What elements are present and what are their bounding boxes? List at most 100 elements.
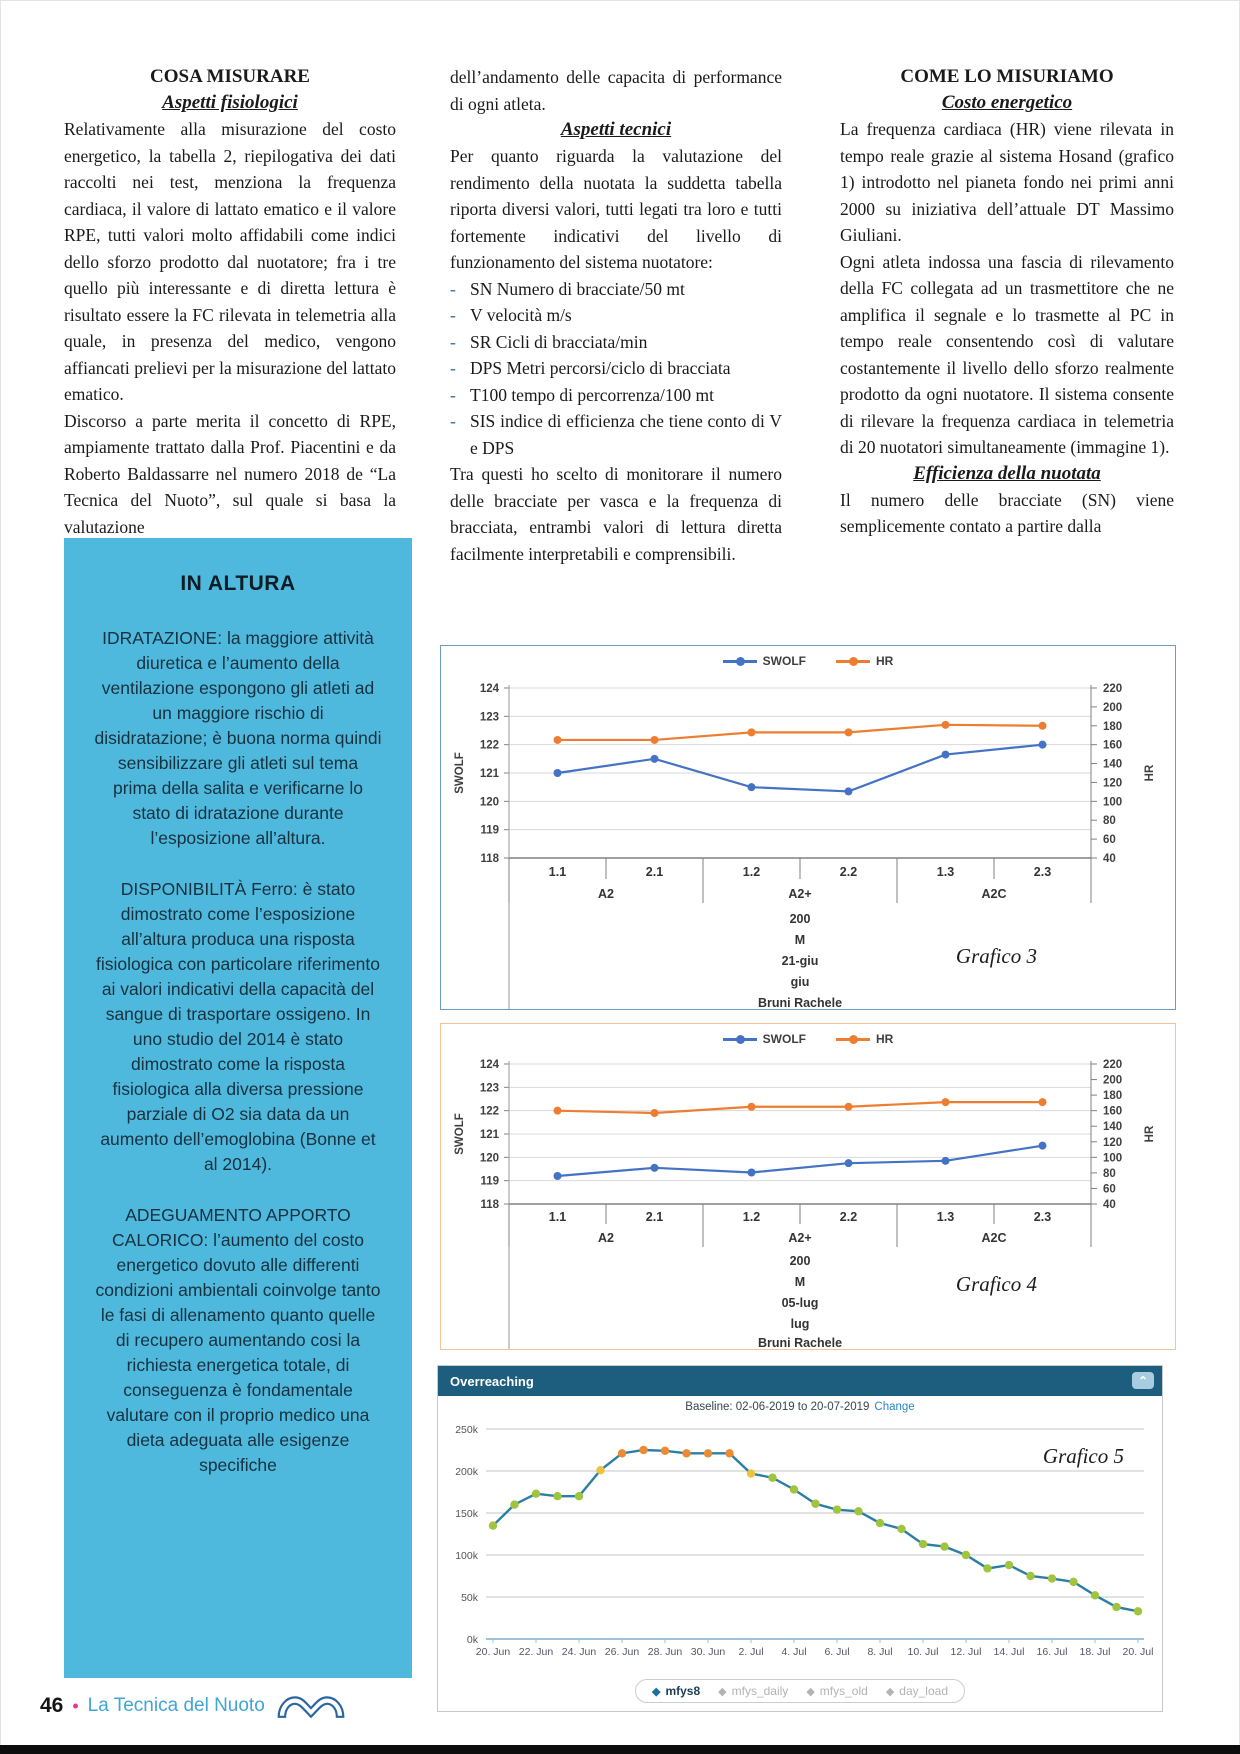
hr-line-marker-icon [835,656,870,666]
svg-text:0k: 0k [467,1634,479,1646]
svg-text:HR: HR [1144,1125,1156,1142]
panel-title: Overreaching [450,1373,534,1389]
svg-text:60: 60 [1103,1183,1116,1195]
svg-text:1.1: 1.1 [549,865,566,879]
svg-text:200: 200 [790,912,811,926]
legend-label: day_load [899,1684,948,1698]
subheading-aspetti-fisiologici: Aspetti fisiologici [162,92,298,113]
dash-bullet: - [450,278,456,299]
svg-text:123: 123 [480,711,499,723]
dash-bullet: - [450,384,456,405]
svg-text:26. Jun: 26. Jun [605,1646,640,1658]
footer-separator: • [72,1695,79,1716]
page-number: 46 [40,1694,64,1717]
legend-item-mfys8[interactable]: ◆ mfys8 [652,1684,700,1698]
svg-text:122: 122 [480,1106,499,1118]
legend-label: mfys8 [665,1684,701,1698]
svg-text:121: 121 [480,1129,500,1141]
svg-text:SWOLF: SWOLF [454,1113,466,1155]
collapse-icon[interactable]: ⌃ [1132,1372,1154,1389]
paragraph: Tra questi ho scelto di monitorare il nu… [450,464,782,564]
column-left: COSA MISURARE Aspetti fisiologici Relati… [64,64,396,540]
swolf-hr-plot: 124 123 122 121 120 119 118 220 200 180 160 140 120 1… [454,683,1156,1009]
magazine-name: La Tecnica del Nuoto [87,1695,265,1716]
svg-text:2. Jul: 2. Jul [738,1646,763,1658]
paragraph: La frequenza cardiaca (HR) viene rilevat… [840,119,1174,245]
section-heading-come-lo-misuriamo: COME LO MISURIAMO [900,66,1114,87]
svg-text:12. Jul: 12. Jul [951,1646,982,1658]
subheading-aspetti-tecnici: Aspetti tecnici [560,119,672,140]
legend-item-swolf: SWOLF [722,654,806,668]
svg-text:120: 120 [480,1152,499,1164]
svg-text:30. Jun: 30. Jun [691,1646,726,1658]
svg-text:120: 120 [1103,1137,1122,1149]
svg-text:Bruni Rachele: Bruni Rachele [758,996,842,1009]
svg-text:100k: 100k [455,1550,479,1562]
legend-item-day_load[interactable]: ◆ day_load [886,1684,948,1698]
baseline-row: Baseline: 02-06-2019 to 20-07-2019 Change [438,1396,1162,1423]
svg-text:220: 220 [1103,1059,1122,1071]
swolf-hr-plot: 124 123 122 121 120 119 118 220 200 180 160 140 120 1… [454,1059,1156,1349]
svg-text:A2+: A2+ [788,887,811,901]
svg-text:200: 200 [790,1254,811,1268]
legend-item-mfys_daily[interactable]: ◆ mfys_daily [718,1684,788,1698]
svg-text:28. Jun: 28. Jun [648,1646,683,1658]
box-title: IN ALTURA [180,572,296,595]
svg-text:HR: HR [1144,764,1156,781]
baseline-label: Baseline: 02-06-2019 to 20-07-2019 [685,1401,870,1413]
svg-text:M: M [795,933,805,947]
legend-item-mfys_old[interactable]: ◆ mfys_old [806,1684,868,1698]
column-middle: dell’andamento delle capacita di perform… [450,64,782,567]
svg-text:20. Jun: 20. Jun [476,1646,511,1658]
svg-text:SWOLF: SWOLF [454,752,466,794]
svg-text:220: 220 [1103,683,1122,695]
svg-text:14. Jul: 14. Jul [994,1646,1025,1658]
series-marker-icon: ◆ [806,1685,815,1698]
paragraph: Discorso a parte merita il concetto di R… [64,410,396,537]
svg-text:200k: 200k [455,1466,479,1478]
svg-text:20. Jul: 20. Jul [1123,1646,1154,1658]
svg-text:A2C: A2C [981,1231,1006,1245]
svg-text:A2C: A2C [981,887,1006,901]
series-marker-icon: ◆ [718,1685,727,1698]
svg-text:80: 80 [1103,1168,1116,1180]
svg-text:05-lug: 05-lug [782,1296,819,1310]
svg-text:140: 140 [1103,1121,1122,1133]
svg-text:4. Jul: 4. Jul [781,1646,806,1658]
svg-text:16. Jul: 16. Jul [1037,1646,1068,1658]
svg-text:160: 160 [1103,1106,1122,1118]
svg-text:6. Jul: 6. Jul [824,1646,849,1658]
in-altura-box: IN ALTURA IDRATAZIONE: la maggiore attiv… [64,538,412,1678]
svg-text:2.2: 2.2 [840,865,857,879]
svg-text:118: 118 [480,1199,499,1211]
svg-text:40: 40 [1103,1199,1116,1211]
dash-bullet: - [450,411,456,431]
chart-caption: Grafico 4 [955,1272,1037,1296]
grafico-4-chart: SWOLF HR 124 123 122 121 120 119 118 220 200 180 1… [440,1023,1176,1350]
list-item: -V velocità m/s [450,302,782,329]
list-item: - DPS Metri percorsi/ciclo di bracciata [450,355,782,382]
svg-text:A2+: A2+ [788,1231,811,1245]
dash-bullet: - [450,305,456,325]
svg-text:120: 120 [480,796,499,808]
series-marker-icon: ◆ [652,1685,661,1698]
svg-text:10. Jul: 10. Jul [908,1646,939,1658]
legend-label: mfys_daily [731,1684,789,1698]
svg-text:50k: 50k [461,1592,479,1604]
svg-text:150k: 150k [455,1508,479,1520]
page-footer: 46 • La Tecnica del Nuoto [40,1692,348,1720]
svg-text:1.1: 1.1 [549,1210,566,1224]
change-link[interactable]: Change [874,1401,915,1413]
page-bottom-edge [0,1745,1240,1754]
svg-text:118: 118 [480,853,499,865]
paragraph: Il numero delle bracciate (SN) viene sem… [840,489,1174,537]
paragraph: Ogni atleta indossa una fascia di rileva… [840,251,1174,458]
series-marker-icon: ◆ [885,1685,895,1698]
paragraph: Relativamente alla misurazione del costo… [64,119,396,404]
svg-text:22. Jun: 22. Jun [519,1646,554,1658]
grafico-5-chart: Overreaching ⌃ Baseline: 02-06-2019 to 2… [437,1365,1163,1712]
svg-text:180: 180 [1103,1090,1122,1102]
svg-text:80: 80 [1103,815,1116,827]
list-item: - T100 tempo di percorrenza/100 mt [450,382,782,409]
svg-text:120: 120 [1103,777,1122,789]
